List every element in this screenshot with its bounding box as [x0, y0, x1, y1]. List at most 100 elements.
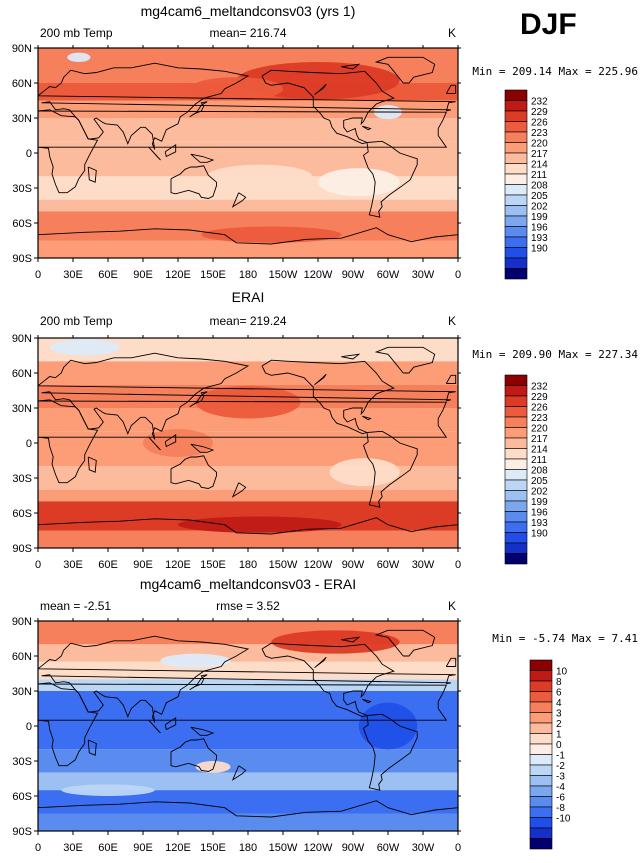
- colorbar-label: 10: [556, 667, 568, 678]
- panel-3: 0 30E 60E 90E 120E 150E 180 150W 120W 90W 60W 30W 09…: [12, 576, 638, 854]
- field-blob-2: [160, 653, 231, 668]
- colorbar-box-18: [504, 268, 528, 280]
- lon-tick-label: 0: [455, 842, 461, 854]
- lon-tick-label: 180: [239, 269, 257, 281]
- lon-tick-label: 30W: [412, 269, 435, 281]
- lon-tick-label: 90E: [133, 559, 153, 571]
- coastline-7: [38, 800, 458, 818]
- lon-tick-label: 60E: [98, 559, 118, 571]
- colorbar-label: 2: [556, 719, 562, 730]
- colorbar-box-12: [529, 775, 553, 787]
- coastline-14: [231, 192, 247, 208]
- lon-tick-label: 120E: [165, 842, 191, 854]
- panel-units-label: K: [448, 314, 456, 328]
- panel-title: mg4cam6_meltandconsv03 (yrs 1): [141, 3, 356, 19]
- panel-stats: Min = 209.14 Max = 225.96: [472, 65, 638, 78]
- lat-band-7: [38, 772, 458, 791]
- colorbar-label: 229: [531, 392, 548, 403]
- lon-tick-label: 150W: [269, 269, 298, 281]
- coastline-8: [445, 657, 457, 667]
- colorbar-label: 190: [531, 244, 548, 255]
- colorbar-box-16: [504, 532, 528, 544]
- colorbar-box-8: [504, 163, 528, 175]
- colorbar-box-3: [529, 680, 553, 692]
- coastline-16: [314, 83, 327, 96]
- lon-tick-label: 30E: [63, 269, 83, 281]
- map-field: [38, 338, 458, 548]
- field-blob-4: [207, 164, 313, 188]
- coastline-13: [164, 716, 177, 731]
- lat-tick-label: 60S: [12, 791, 32, 803]
- panel-title: mg4cam6_meltandconsv03 - ERAI: [140, 576, 356, 592]
- colorbar-label: 214: [531, 445, 548, 456]
- colorbar-box-2: [504, 100, 528, 112]
- coastline-17: [341, 63, 361, 70]
- lat-tick-label: 60N: [12, 78, 32, 90]
- lon-tick-label: 120W: [304, 269, 333, 281]
- lat-tick-label: 90N: [12, 333, 32, 345]
- lat-tick-label: 0: [26, 721, 32, 733]
- coastline-17: [341, 636, 361, 643]
- colorbar-label: 223: [531, 413, 548, 424]
- colorbar-label: 199: [531, 497, 548, 508]
- colorbar-label: 196: [531, 223, 548, 234]
- colorbar-label: 0: [556, 740, 562, 751]
- lon-tick-label: 0: [455, 269, 461, 281]
- lon-tick-label: 120E: [165, 269, 191, 281]
- colorbar-box-18: [529, 838, 553, 850]
- coastline-8: [445, 84, 457, 94]
- colorbar-label: 205: [531, 191, 548, 202]
- lat-tick-label: 30N: [12, 403, 32, 415]
- lat-tick-label: 60N: [12, 368, 32, 380]
- colorbar: 2322292262232202172142112082052021991961…: [504, 374, 548, 565]
- coastline-12: [148, 719, 161, 734]
- field-blob-1: [49, 339, 120, 356]
- panel-center-label: mean= 219.24: [209, 314, 286, 328]
- coastline-2: [38, 682, 448, 767]
- lon-tick-label: 0: [35, 559, 41, 571]
- lon-tick-label: 30W: [412, 559, 435, 571]
- lon-tick-label: 180: [239, 559, 257, 571]
- lat-tick-label: 30N: [12, 686, 32, 698]
- colorbar-box-10: [504, 184, 528, 196]
- field-blob-5: [358, 702, 418, 750]
- lat-band-4: [38, 679, 458, 691]
- lat-band-4: [38, 118, 458, 142]
- lon-tick-label: 150E: [200, 559, 226, 571]
- colorbar-label: 226: [531, 118, 548, 129]
- colorbar-label: 190: [531, 529, 548, 540]
- lon-tick-label: 120W: [304, 842, 333, 854]
- coastline-4: [261, 69, 395, 145]
- lon-tick-label: 0: [35, 269, 41, 281]
- colorbar-box-2: [504, 385, 528, 397]
- panel-1: 0 30E 60E 90E 120E 150E 180 150W 120W 90W 60W 30W 09…: [12, 3, 638, 281]
- colorbar-box-8: [529, 733, 553, 745]
- colorbar-label: -8: [556, 803, 565, 814]
- field-blob-1: [271, 630, 400, 654]
- colorbar-label: -1: [556, 751, 565, 762]
- lat-band-9: [38, 530, 458, 548]
- colorbar-label: -2: [556, 761, 565, 772]
- colorbar-box-7: [529, 722, 553, 734]
- colorbar-label: 217: [531, 149, 548, 160]
- lon-tick-label: 150W: [269, 842, 298, 854]
- colorbar-label: 196: [531, 508, 548, 519]
- colorbar-box-16: [504, 247, 528, 259]
- coastline-14: [231, 765, 247, 781]
- coastline-5: [362, 430, 418, 508]
- lat-band-6: [38, 749, 458, 773]
- lon-tick-label: 60W: [377, 559, 400, 571]
- colorbar-label: 193: [531, 233, 548, 244]
- colorbar-label: 226: [531, 403, 548, 414]
- colorbar-box-13: [504, 215, 528, 227]
- lon-tick-label: 90W: [342, 269, 365, 281]
- lon-tick-label: 150E: [200, 842, 226, 854]
- colorbar-box-7: [504, 152, 528, 164]
- coastline-10: [87, 166, 97, 183]
- lat-tick-label: 30S: [12, 756, 32, 768]
- colorbar-box-6: [504, 142, 528, 154]
- lon-tick-label: 60E: [98, 842, 118, 854]
- colorbar-label: -10: [556, 814, 571, 825]
